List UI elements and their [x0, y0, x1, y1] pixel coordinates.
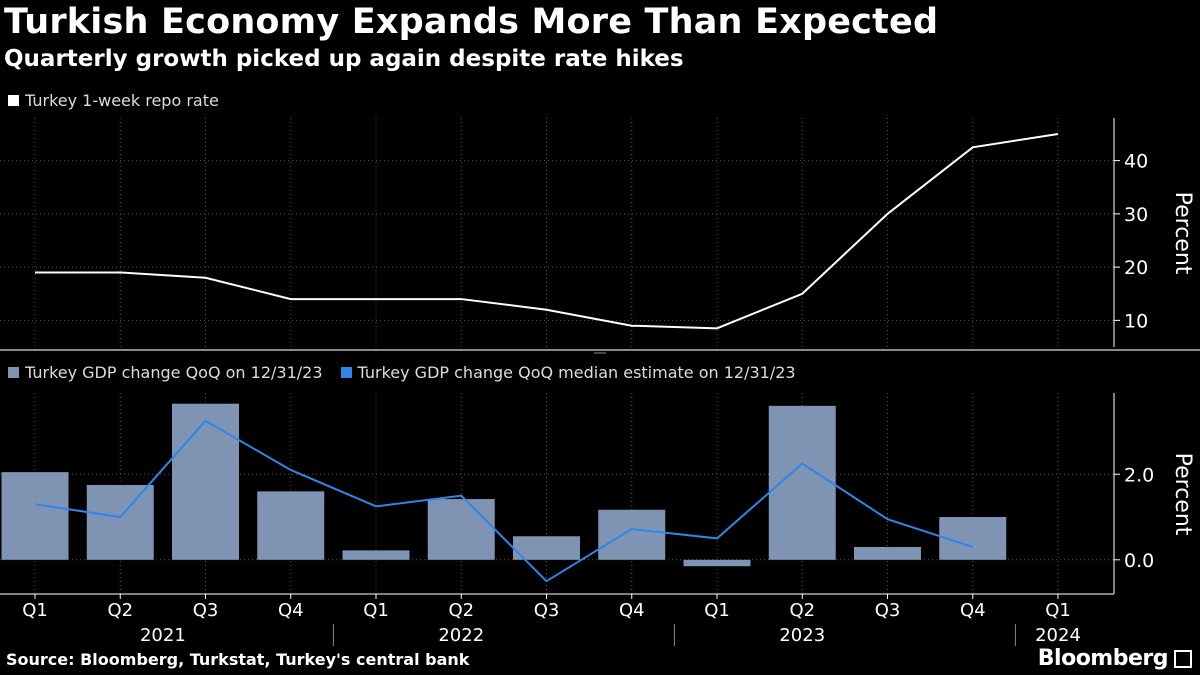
x-tick-label: Q1 [363, 600, 389, 621]
estimate-line [34, 419, 974, 583]
gdp-bar-swatch [8, 367, 19, 378]
x-tick-label: Q2 [107, 600, 133, 621]
x-tick-label: Q3 [534, 600, 560, 621]
top-ytick-label: 30 [1124, 204, 1148, 226]
repo-rate-line [35, 132, 1059, 330]
gdp-bar [86, 484, 154, 560]
x-tick-label: Q4 [960, 600, 986, 621]
rate-legend: Turkey 1-week repo rate [8, 91, 237, 110]
legend-label-repo-rate: Turkey 1-week repo rate [25, 91, 219, 110]
gdp-bar [172, 403, 239, 560]
x-tick-label: Q1 [704, 600, 730, 621]
x-tick-label: Q1 [22, 600, 48, 621]
year-label: 2024 [1035, 625, 1081, 646]
x-tick-label: Q4 [278, 600, 304, 621]
x-tick-label: Q4 [619, 600, 645, 621]
x-tick-label: Q2 [448, 600, 474, 621]
gdp-bar [342, 550, 410, 560]
legend-item-gdp: Turkey GDP change QoQ on 12/31/23 [8, 363, 323, 382]
brand-logo: Bloomberg [1037, 646, 1169, 671]
year-label: 2023 [779, 625, 825, 646]
chart-title: Turkish Economy Expands More Than Expect… [4, 2, 939, 42]
year-label: 2022 [438, 625, 484, 646]
year-label: 2021 [140, 625, 186, 646]
estimate-swatch [340, 367, 352, 378]
chart-subtitle: Quarterly growth picked up again despite… [4, 46, 684, 72]
legend-label-estimate: Turkey GDP change QoQ median estimate on… [357, 363, 796, 382]
source-note: Source: Bloomberg, Turkstat, Turkey's ce… [6, 650, 470, 669]
x-tick-label: Q3 [193, 600, 219, 621]
gdp-bar [854, 546, 921, 560]
bottom-ytick-label: 2.0 [1124, 464, 1154, 486]
gdp-legend: Turkey GDP change QoQ on 12/31/23 Turkey… [8, 363, 814, 382]
top-y-axis-label: Percent [1170, 192, 1195, 275]
top-ytick-label: 20 [1124, 257, 1148, 279]
gdp-bar [683, 559, 751, 567]
repo-rate-swatch [8, 95, 19, 106]
gdp-bar [427, 499, 495, 560]
bloomberg-terminal-icon [1174, 650, 1192, 668]
gdp-bar [513, 536, 580, 560]
legend-item-repo-rate: Turkey 1-week repo rate [8, 91, 219, 110]
bottom-ytick-label: 0.0 [1124, 550, 1154, 572]
gdp-bar [1, 472, 69, 560]
gdp-bar [598, 509, 666, 560]
legend-label-gdp: Turkey GDP change QoQ on 12/31/23 [25, 363, 323, 382]
gdp-bar [768, 405, 836, 560]
gdp-bar [939, 517, 1007, 560]
top-ytick-label: 40 [1124, 151, 1148, 173]
gdp-bar [257, 491, 325, 560]
legend-item-estimate: Turkey GDP change QoQ median estimate on… [340, 363, 796, 382]
x-tick-label: Q2 [789, 600, 815, 621]
bottom-y-axis-label: Percent [1170, 453, 1195, 536]
x-tick-label: Q3 [875, 600, 901, 621]
x-tick-label: Q1 [1045, 600, 1071, 621]
top-ytick-label: 10 [1124, 310, 1148, 332]
